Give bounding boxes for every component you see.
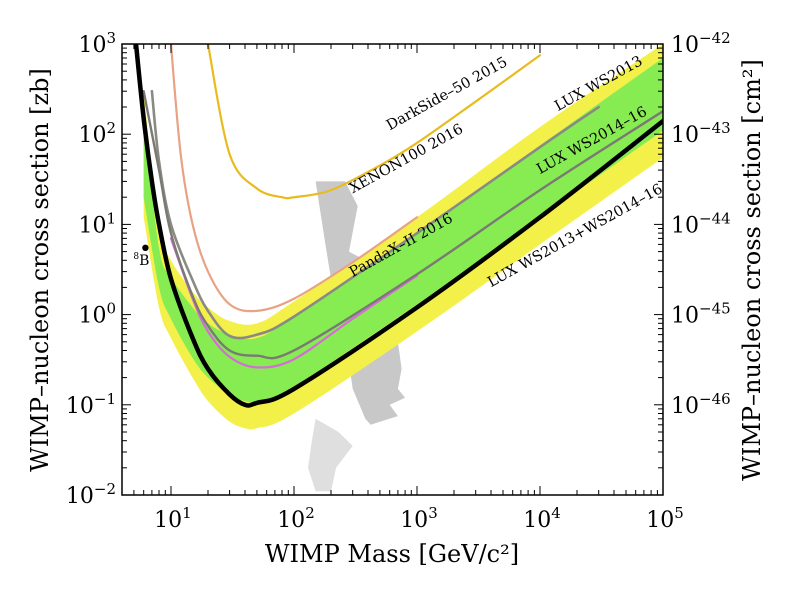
tick-labels: 101 102 103 104 105 10−2 10−1 100 101 102 103 10−46… <box>66 29 731 533</box>
point-label-8b: 8B <box>133 252 149 269</box>
axis-ticks <box>121 44 664 496</box>
y-tick-label-right-0.1: 10−46 <box>671 390 731 419</box>
y-tick-label-left-1: 100 <box>78 300 116 329</box>
y-tick-label-left-0.01: 10−2 <box>66 480 116 509</box>
curve-lux-ws2014-16 <box>142 89 663 360</box>
x-tick-label-10000: 104 <box>523 504 561 533</box>
plot-frame <box>121 43 664 496</box>
label-xenon100-2016: XENON100 2016 <box>347 121 466 197</box>
curve-lux-ws2013 <box>150 89 600 340</box>
x-tick-label-10: 101 <box>154 504 192 533</box>
limit-curves <box>133 44 663 408</box>
point-8b <box>142 244 149 251</box>
y-tick-label-right-100: 10−43 <box>671 119 731 148</box>
x-tick-label-100: 102 <box>277 504 315 533</box>
curve-lux-ws2013-ws2014-16 <box>133 44 663 408</box>
x-axis-title: WIMP Mass [GeV/c²] <box>265 540 519 568</box>
y-tick-label-right-1: 10−45 <box>671 300 731 329</box>
sensitivity-bands <box>143 44 663 430</box>
y-tick-label-left-100: 102 <box>78 119 116 148</box>
model-region-light <box>308 418 353 492</box>
y-tick-label-left-0.1: 10−1 <box>66 390 116 419</box>
data-points: 8B <box>133 244 149 269</box>
plot-area <box>133 44 663 492</box>
x-tick-label-1000: 103 <box>400 504 438 533</box>
curve-xenon100-2016 <box>169 44 419 313</box>
y-tick-label-right-10: 10−44 <box>671 209 731 238</box>
y-tick-label-right-1000: 10−42 <box>671 29 731 58</box>
y-axis-title-right: WIMP–nucleon cross section [cm²] <box>738 59 766 481</box>
y-tick-label-left-10: 101 <box>78 209 116 238</box>
x-tick-label-100000: 105 <box>646 504 684 533</box>
y-tick-label-left-1000: 103 <box>78 29 116 58</box>
curve-darkside-50-2015 <box>206 44 542 200</box>
y-axis-title-left: WIMP–nucleon cross section [zb] <box>26 68 54 472</box>
